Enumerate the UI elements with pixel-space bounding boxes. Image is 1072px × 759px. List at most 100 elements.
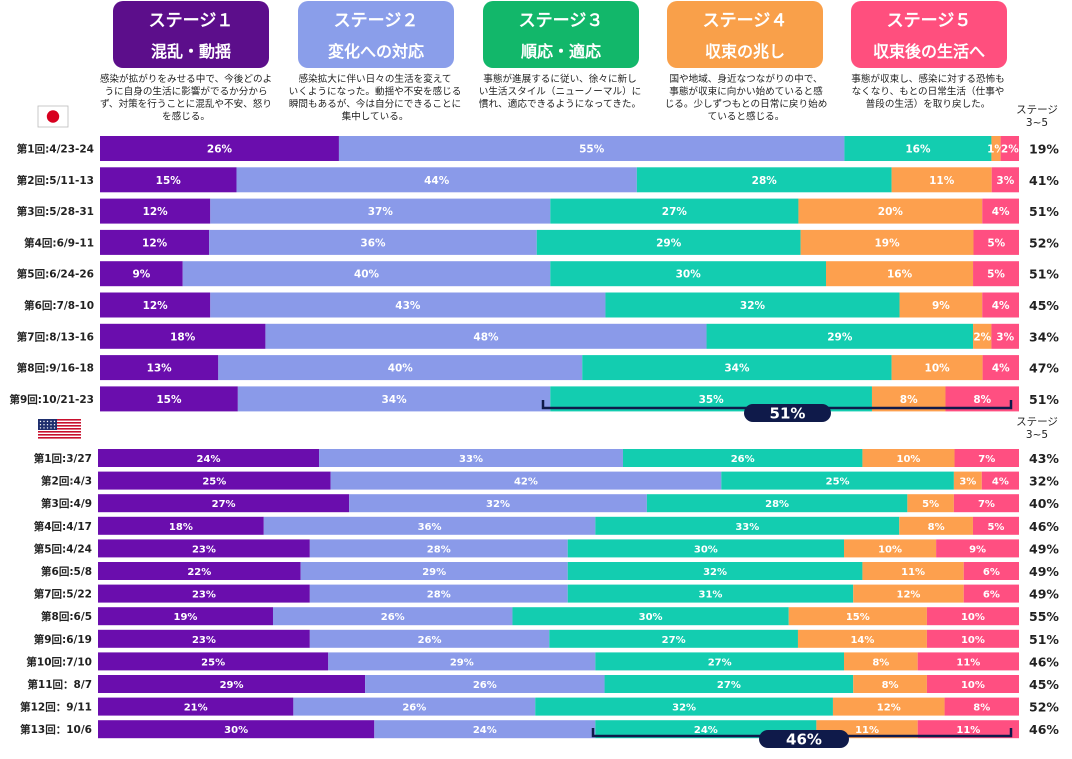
bar-segment bbox=[899, 516, 973, 535]
category-label: 第4回:6/9-11 bbox=[24, 236, 94, 249]
bar-segment bbox=[926, 607, 1019, 626]
bar-segment bbox=[926, 675, 1019, 693]
bar-segment bbox=[98, 652, 329, 671]
bar-value-label: 11% bbox=[929, 175, 955, 187]
bar-segment bbox=[272, 607, 513, 626]
stage-description-line: 事態が進展するに従い、徐々に新し bbox=[483, 73, 637, 85]
bar-segment bbox=[98, 494, 350, 513]
bar-segment bbox=[98, 516, 264, 535]
stage-description-line: うに自身の生活に影響がでるか分から bbox=[104, 86, 267, 98]
stage-description-line: 感染が拡がりをみせる中で、今後どのよ bbox=[100, 73, 272, 85]
bar-value-label: 30% bbox=[224, 725, 248, 736]
bar-segment bbox=[567, 562, 863, 580]
highlight-badge bbox=[759, 730, 849, 748]
bar-segment bbox=[210, 292, 606, 318]
bar-value-label: 16% bbox=[887, 269, 913, 281]
bar-value-label: 28% bbox=[427, 590, 451, 601]
bar-value-label: 22% bbox=[187, 567, 211, 578]
bar-segment bbox=[982, 198, 1019, 224]
bar-segment bbox=[263, 516, 596, 535]
stage-description-line: 事態が収束し、感染に対する恐怖も bbox=[851, 73, 1005, 85]
bar-segment bbox=[236, 167, 637, 193]
bar-value-label: 12% bbox=[143, 206, 169, 218]
bar-segment bbox=[981, 471, 1019, 490]
stage-description-line: じる。少しずつもとの日常に戻り始め bbox=[665, 98, 828, 110]
bar-segment bbox=[535, 697, 833, 716]
bar-segment bbox=[646, 494, 908, 513]
bar-value-label: 55% bbox=[579, 144, 605, 156]
bar-segment bbox=[991, 167, 1019, 193]
stage-header-4: ステージ４ 収束の兆し国や地域、身近なつながりの中で、事態が収束に向かい始めている… bbox=[665, 1, 828, 123]
bar-segment bbox=[953, 471, 982, 490]
bar-segment bbox=[512, 607, 789, 626]
bar-value-label: 26% bbox=[381, 612, 405, 623]
total-3-5-value: 46% bbox=[1029, 722, 1059, 737]
bar-value-label: 8% bbox=[900, 394, 918, 406]
highlight-badge bbox=[744, 404, 831, 422]
bar-segment bbox=[891, 167, 992, 193]
bar-segment bbox=[973, 323, 992, 349]
bar-segment bbox=[100, 229, 210, 255]
stage-description-line: 国や地域、身近なつながりの中で、 bbox=[669, 73, 822, 85]
bar-value-label: 32% bbox=[486, 499, 510, 510]
bar-value-label: 26% bbox=[731, 454, 755, 465]
bar-value-label: 3% bbox=[996, 175, 1014, 187]
bar-segment bbox=[338, 136, 845, 161]
bar-value-label: 32% bbox=[703, 567, 727, 578]
highlight-value: 46% bbox=[786, 731, 822, 749]
bar-segment bbox=[973, 229, 1019, 255]
stage-title: ステージ４ bbox=[703, 11, 788, 31]
bar-segment bbox=[706, 323, 974, 349]
bar-value-label: 19% bbox=[174, 612, 198, 623]
stage-description-line: なくなり、もとの日常生活（仕事や bbox=[852, 86, 1005, 98]
bar-value-label: 36% bbox=[360, 237, 386, 249]
totals-header: ステージ bbox=[1016, 416, 1058, 428]
total-3-5-value: 19% bbox=[1029, 142, 1059, 157]
stage-title: ステージ５ bbox=[887, 11, 972, 31]
bar-value-label: 20% bbox=[878, 206, 904, 218]
bar-segment bbox=[98, 449, 320, 467]
bar-segment bbox=[788, 607, 927, 626]
bar-segment bbox=[862, 449, 955, 467]
category-label: 第1回:4/23-24 bbox=[17, 143, 94, 156]
total-3-5-value: 51% bbox=[1029, 267, 1059, 282]
bar-segment bbox=[973, 261, 1019, 287]
bar-value-label: 43% bbox=[395, 300, 421, 312]
japan-flag-icon bbox=[37, 105, 69, 128]
bar-segment bbox=[349, 494, 647, 513]
bar-segment bbox=[826, 261, 974, 287]
bar-segment bbox=[953, 494, 1019, 513]
stage-description-line: 普段の生活）を取り戻した。 bbox=[866, 98, 991, 110]
bar-value-label: 2% bbox=[973, 331, 991, 343]
bar-value-label: 11% bbox=[901, 567, 925, 578]
bar-segment bbox=[100, 198, 211, 224]
category-label: 第2回:5/11-13 bbox=[17, 174, 94, 187]
total-3-5-value: 55% bbox=[1029, 609, 1059, 624]
bar-segment bbox=[237, 386, 551, 412]
bar-segment bbox=[309, 584, 568, 603]
bar-segment bbox=[100, 136, 339, 161]
bar-value-label: 15% bbox=[156, 394, 182, 406]
bar-value-label: 5% bbox=[987, 269, 1005, 281]
stage-description-line: いくようになった。動揺や不安を感じる bbox=[289, 86, 462, 98]
bar-segment bbox=[550, 198, 799, 224]
bar-segment bbox=[1000, 136, 1019, 161]
bar-value-label: 6% bbox=[983, 590, 1000, 601]
bar-value-label: 30% bbox=[694, 544, 718, 555]
bar-value-label: 11% bbox=[956, 725, 980, 736]
total-3-5-value: 46% bbox=[1029, 519, 1059, 534]
bar-segment bbox=[567, 539, 845, 558]
bar-value-label: 27% bbox=[212, 499, 236, 510]
bar-segment bbox=[917, 720, 1019, 739]
stage-header-5: ステージ５ 収束後の生活へ事態が収束し、感染に対する恐怖もなくなり、もとの日常生活… bbox=[851, 1, 1007, 110]
bar-value-label: 35% bbox=[699, 394, 725, 406]
bar-value-label: 10% bbox=[897, 454, 921, 465]
bar-value-label: 26% bbox=[207, 144, 233, 156]
bar-segment bbox=[798, 198, 983, 224]
bar-value-label: 24% bbox=[473, 725, 497, 736]
bar-value-label: 23% bbox=[192, 590, 216, 601]
bar-segment bbox=[374, 720, 596, 739]
total-3-5-value: 49% bbox=[1029, 587, 1059, 602]
bar-segment bbox=[954, 449, 1019, 467]
usa-flag-icon bbox=[38, 419, 81, 439]
